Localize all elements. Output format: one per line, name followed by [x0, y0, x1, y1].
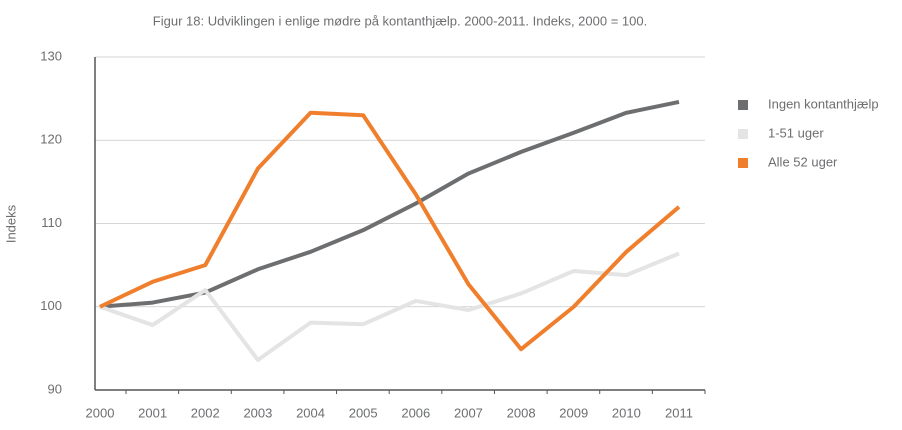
- x-tick-label: 2011: [665, 405, 693, 420]
- legend-swatch: [738, 100, 748, 110]
- y-tick-label: 90: [48, 381, 62, 396]
- y-tick-label: 120: [40, 132, 62, 147]
- legend-swatch: [738, 158, 748, 168]
- legend-swatch: [738, 129, 748, 139]
- legend-label: 1-51 uger: [768, 125, 824, 140]
- series-line: [99, 251, 680, 363]
- x-tick-label: 2004: [296, 405, 325, 420]
- y-tick-label: 130: [40, 48, 62, 63]
- x-tick-label: 2002: [191, 405, 220, 420]
- x-tick-label: 2003: [243, 405, 272, 420]
- series-line: [99, 110, 681, 352]
- x-tick-label: 2006: [401, 405, 430, 420]
- series-line: [99, 99, 680, 309]
- x-tick-label: 2005: [349, 405, 378, 420]
- x-tick-label: 2009: [559, 405, 588, 420]
- y-tick-label: 100: [40, 298, 62, 313]
- x-tick-label: 2010: [612, 405, 641, 420]
- legend-label: Alle 52 uger: [768, 154, 838, 169]
- chart-title: Figur 18: Udviklingen i enlige mødre på …: [153, 13, 647, 28]
- x-tick-label: 2001: [138, 405, 167, 420]
- y-tick-label: 110: [41, 215, 62, 230]
- x-tick-label: 2007: [454, 405, 483, 420]
- y-axis-label: Indeks: [3, 204, 18, 243]
- x-tick-label: 2008: [507, 405, 536, 420]
- x-tick-label: 2000: [86, 405, 115, 420]
- legend-label: Ingen kontanthjælp: [768, 96, 879, 111]
